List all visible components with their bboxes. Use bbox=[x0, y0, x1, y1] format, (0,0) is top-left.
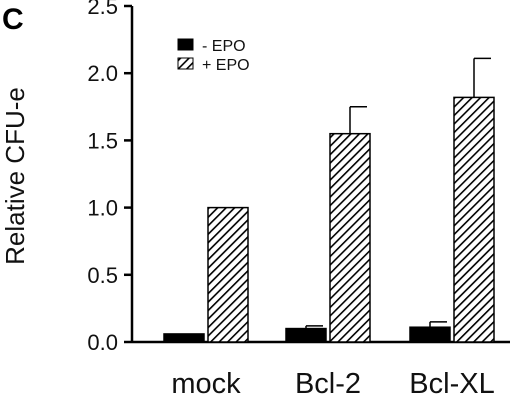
bar-minus-epo-bcl-2 bbox=[285, 327, 327, 343]
x-tick-label: Bcl-2 bbox=[295, 368, 361, 400]
y-tick-label: 1.5 bbox=[87, 128, 118, 153]
bars bbox=[163, 57, 495, 343]
y-tick-label: 0.5 bbox=[87, 263, 118, 288]
legend-swatch-plus-epo bbox=[177, 57, 194, 70]
y-tick-label: 2.0 bbox=[87, 61, 118, 86]
panel-label: C bbox=[2, 3, 24, 36]
y-tick-label: 2.5 bbox=[87, 0, 118, 19]
x-tick-labels: mock Bcl-2 Bcl-XL bbox=[171, 368, 494, 400]
x-tick-label: Bcl-XL bbox=[409, 368, 494, 400]
y-ticks: 0.0 0.5 1.0 1.5 2.0 2.5 bbox=[87, 0, 132, 355]
legend: - EPO + EPO bbox=[177, 38, 250, 74]
y-tick-label: 0.0 bbox=[87, 330, 118, 355]
legend-label-minus-epo: - EPO bbox=[202, 38, 246, 55]
legend-swatch-minus-epo bbox=[177, 38, 194, 51]
bar-minus-epo-mock bbox=[163, 333, 205, 343]
x-tick-label: mock bbox=[171, 368, 241, 400]
bar-minus-epo-bcl-xl bbox=[409, 326, 451, 343]
y-tick-label: 1.0 bbox=[87, 196, 118, 221]
legend-label-plus-epo: + EPO bbox=[202, 57, 250, 74]
bar-plus-epo-mock bbox=[207, 206, 249, 343]
y-axis-title: Relative CFU-e bbox=[0, 87, 30, 265]
bar-plus-epo-bcl-2 bbox=[329, 132, 371, 343]
bar-plus-epo-bcl-xl bbox=[453, 96, 495, 343]
